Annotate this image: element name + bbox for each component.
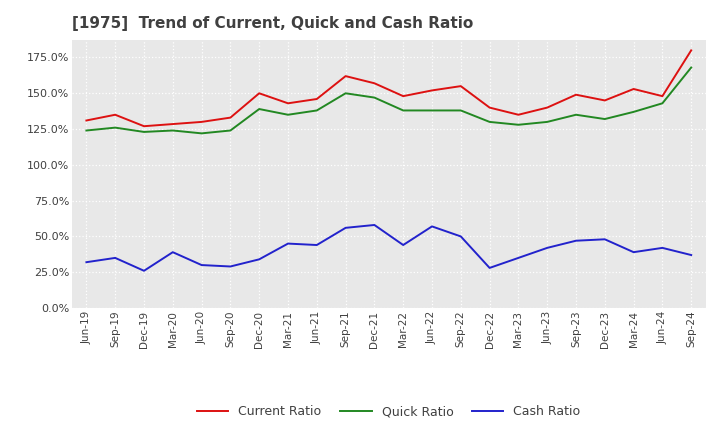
Cash Ratio — [370, 222, 379, 227]
Current Ratio — [514, 112, 523, 117]
Cash Ratio — [572, 238, 580, 243]
Legend: Current Ratio, Quick Ratio, Cash Ratio: Current Ratio, Quick Ratio, Cash Ratio — [192, 400, 585, 423]
Quick Ratio — [456, 108, 465, 113]
Current Ratio — [572, 92, 580, 97]
Cash Ratio — [629, 249, 638, 255]
Line: Cash Ratio: Cash Ratio — [86, 225, 691, 271]
Current Ratio — [687, 48, 696, 53]
Current Ratio — [111, 112, 120, 117]
Quick Ratio — [658, 101, 667, 106]
Current Ratio — [255, 91, 264, 96]
Quick Ratio — [370, 95, 379, 100]
Cash Ratio — [600, 237, 609, 242]
Current Ratio — [370, 81, 379, 86]
Current Ratio — [82, 118, 91, 123]
Current Ratio — [341, 73, 350, 79]
Cash Ratio — [111, 255, 120, 260]
Quick Ratio — [341, 91, 350, 96]
Cash Ratio — [485, 265, 494, 271]
Quick Ratio — [168, 128, 177, 133]
Quick Ratio — [312, 108, 321, 113]
Current Ratio — [226, 115, 235, 120]
Quick Ratio — [543, 119, 552, 125]
Current Ratio — [428, 88, 436, 93]
Quick Ratio — [82, 128, 91, 133]
Cash Ratio — [226, 264, 235, 269]
Quick Ratio — [428, 108, 436, 113]
Cash Ratio — [255, 257, 264, 262]
Cash Ratio — [658, 245, 667, 250]
Cash Ratio — [140, 268, 148, 273]
Cash Ratio — [197, 262, 206, 268]
Line: Current Ratio: Current Ratio — [86, 50, 691, 126]
Quick Ratio — [572, 112, 580, 117]
Quick Ratio — [255, 106, 264, 112]
Quick Ratio — [687, 65, 696, 70]
Cash Ratio — [168, 249, 177, 255]
Cash Ratio — [456, 234, 465, 239]
Quick Ratio — [111, 125, 120, 130]
Current Ratio — [485, 105, 494, 110]
Cash Ratio — [428, 224, 436, 229]
Current Ratio — [312, 96, 321, 102]
Quick Ratio — [485, 119, 494, 125]
Quick Ratio — [197, 131, 206, 136]
Current Ratio — [456, 84, 465, 89]
Cash Ratio — [341, 225, 350, 231]
Cash Ratio — [82, 260, 91, 265]
Current Ratio — [543, 105, 552, 110]
Quick Ratio — [514, 122, 523, 128]
Text: [1975]  Trend of Current, Quick and Cash Ratio: [1975] Trend of Current, Quick and Cash … — [72, 16, 473, 32]
Cash Ratio — [514, 255, 523, 260]
Current Ratio — [399, 94, 408, 99]
Current Ratio — [168, 121, 177, 127]
Current Ratio — [197, 119, 206, 125]
Quick Ratio — [284, 112, 292, 117]
Quick Ratio — [629, 109, 638, 114]
Quick Ratio — [399, 108, 408, 113]
Cash Ratio — [312, 242, 321, 248]
Current Ratio — [140, 124, 148, 129]
Cash Ratio — [284, 241, 292, 246]
Line: Quick Ratio: Quick Ratio — [86, 67, 691, 133]
Quick Ratio — [140, 129, 148, 135]
Quick Ratio — [600, 117, 609, 122]
Current Ratio — [600, 98, 609, 103]
Cash Ratio — [543, 245, 552, 250]
Current Ratio — [658, 94, 667, 99]
Cash Ratio — [687, 253, 696, 258]
Cash Ratio — [399, 242, 408, 248]
Quick Ratio — [226, 128, 235, 133]
Current Ratio — [629, 86, 638, 92]
Current Ratio — [284, 101, 292, 106]
